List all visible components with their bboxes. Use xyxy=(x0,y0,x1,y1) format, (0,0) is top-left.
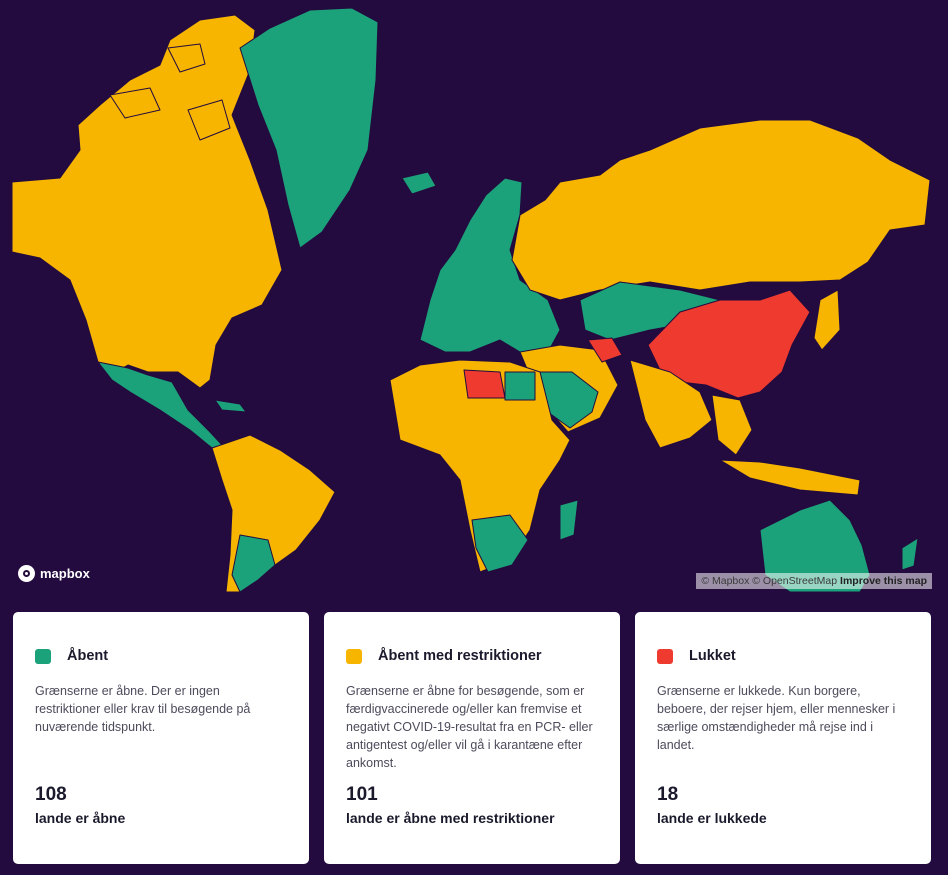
country-count: 101 xyxy=(346,784,378,805)
card-title: Lukket xyxy=(689,648,736,664)
card-description: Grænserne er åbne for besøgende, som er … xyxy=(346,684,593,770)
russia-region[interactable] xyxy=(511,119,931,301)
southeast-asia-region[interactable] xyxy=(711,394,753,456)
libya-region[interactable] xyxy=(463,369,506,399)
map-attribution: © Mapbox © OpenStreetMap Improve this ma… xyxy=(696,573,932,589)
egypt-region[interactable] xyxy=(504,371,536,401)
world-map[interactable]: mapbox © Mapbox © OpenStreetMap Improve … xyxy=(0,0,948,592)
country-count-label: lande er lukkede xyxy=(657,810,767,826)
map-canvas[interactable] xyxy=(0,0,948,592)
new-zealand-region[interactable] xyxy=(901,537,919,571)
mapbox-logo[interactable]: mapbox xyxy=(18,565,90,582)
closed-swatch-icon xyxy=(657,648,673,664)
attribution-text: © Mapbox © OpenStreetMap xyxy=(701,575,838,587)
country-count-label: lande er åbne med restriktioner xyxy=(346,810,555,826)
south-asia-region[interactable] xyxy=(629,359,713,449)
open-swatch-icon xyxy=(35,648,51,664)
japan-region[interactable] xyxy=(813,289,841,351)
card-description: Grænserne er lukkede. Kun borgere, beboe… xyxy=(657,684,896,752)
legend-cards: Åbent Grænserne er åbne. Der er ingen re… xyxy=(13,612,931,864)
southern-africa-region[interactable] xyxy=(471,514,529,573)
restricted-swatch-icon xyxy=(346,648,362,664)
arctic-island[interactable] xyxy=(167,43,206,73)
south-america-region[interactable] xyxy=(211,434,336,592)
legend-card-restricted: Åbent med restriktioner Grænserne er åbn… xyxy=(324,612,620,864)
europe-region[interactable] xyxy=(419,177,561,353)
legend-card-open: Åbent Grænserne er åbne. Der er ingen re… xyxy=(13,612,309,864)
improve-map-link[interactable]: Improve this map xyxy=(840,575,927,587)
card-description: Grænserne er åbne. Der er ingen restrikt… xyxy=(35,684,251,734)
arctic-island[interactable] xyxy=(187,99,231,141)
country-count-label: lande er åbne xyxy=(35,810,126,826)
iran-region[interactable] xyxy=(587,337,623,363)
card-title: Åbent xyxy=(67,648,109,664)
arctic-island[interactable] xyxy=(109,87,161,119)
card-header: Åbent xyxy=(35,646,287,666)
north-america-region[interactable] xyxy=(11,14,283,389)
card-header: Åbent med restriktioner xyxy=(346,646,598,666)
greenland-region[interactable] xyxy=(239,7,379,249)
mapbox-logo-icon xyxy=(18,565,35,582)
card-title: Åbent med restriktioner xyxy=(378,648,542,664)
mapbox-logo-text: mapbox xyxy=(40,566,90,581)
caribbean-region[interactable] xyxy=(214,399,247,413)
country-count: 18 xyxy=(657,784,679,805)
card-header: Lukket xyxy=(657,646,909,666)
madagascar-region[interactable] xyxy=(559,499,579,541)
indonesia-region[interactable] xyxy=(719,459,861,496)
iceland-region[interactable] xyxy=(401,171,437,195)
africa-region[interactable] xyxy=(389,359,571,573)
argentina-region[interactable] xyxy=(231,534,276,592)
legend-card-closed: Lukket Grænserne er lukkede. Kun borgere… xyxy=(635,612,931,864)
country-count: 108 xyxy=(35,784,67,805)
